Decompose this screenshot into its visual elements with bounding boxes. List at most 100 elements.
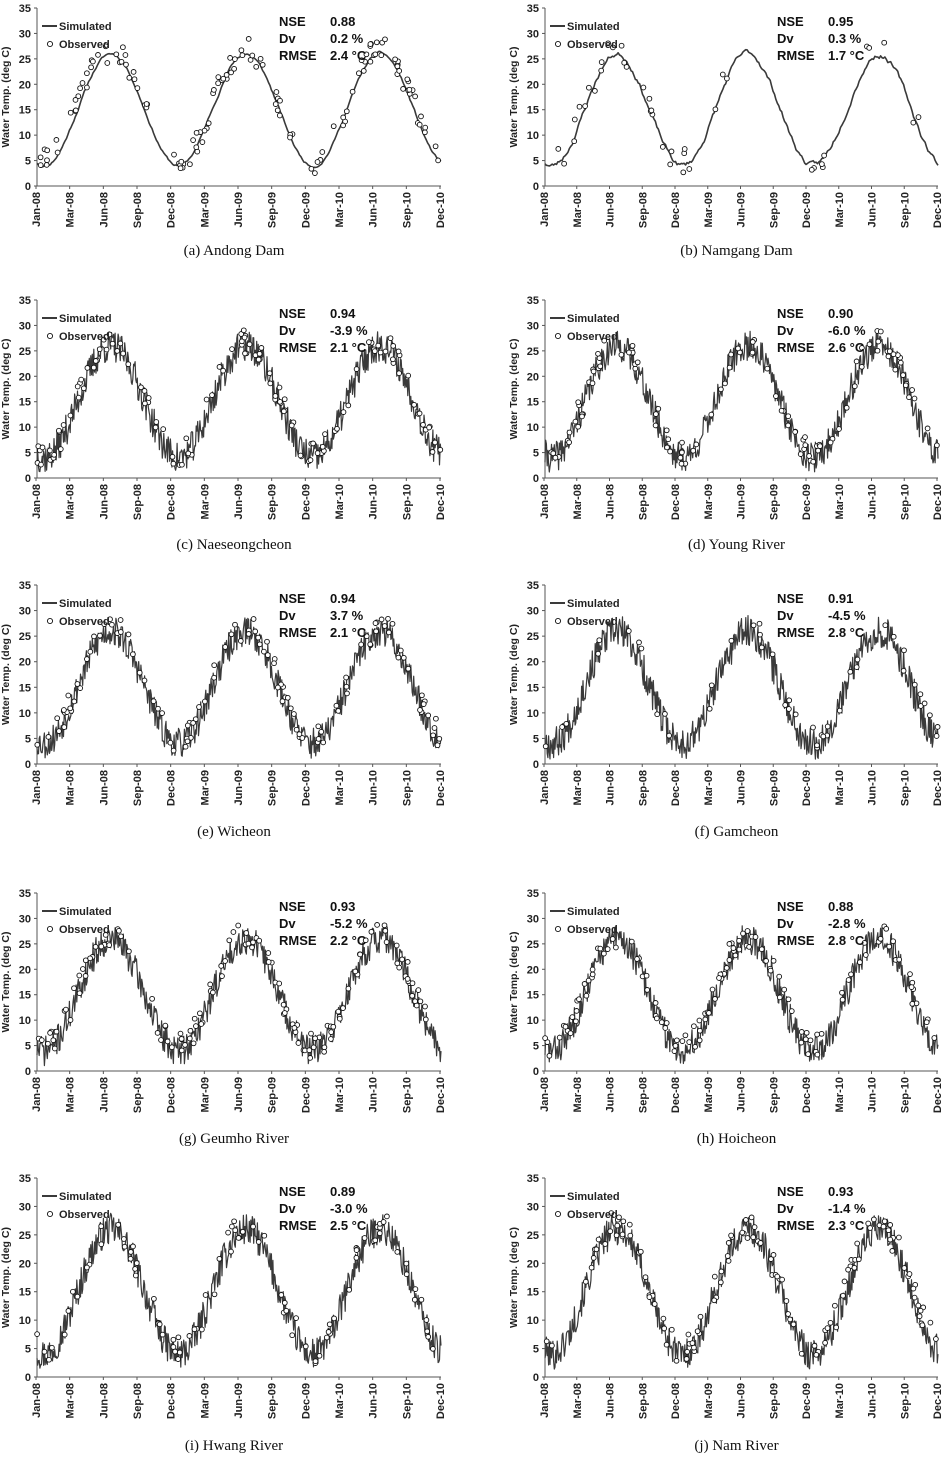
y-tick-label: 35 xyxy=(19,1173,31,1185)
y-tick-label: 25 xyxy=(527,939,539,951)
observed-point xyxy=(679,449,685,456)
observed-point xyxy=(132,1266,138,1272)
observed-point xyxy=(885,1227,892,1234)
x-tick-label: Jan-08 xyxy=(539,770,551,805)
observed-point xyxy=(130,651,136,658)
observed-point xyxy=(160,426,167,432)
chart-panel-c: 0 5 10 15 20 25 30 35 Water Temp. (deg C) Jan-08 M… xyxy=(0,295,447,553)
observed-point xyxy=(126,948,132,955)
y-tick-label: 25 xyxy=(19,346,31,358)
observed-point xyxy=(652,1000,659,1006)
observed-point xyxy=(229,346,235,352)
observed-point xyxy=(51,451,57,458)
observed-point xyxy=(252,628,259,635)
observed-point xyxy=(627,1232,634,1239)
x-tick-label: Dec-09 xyxy=(300,770,312,806)
observed-point xyxy=(395,654,402,661)
observed-point xyxy=(896,956,903,963)
observed-point xyxy=(770,957,777,964)
observed-point xyxy=(811,1342,818,1349)
x-tick-label: Sep-08 xyxy=(132,1077,144,1113)
observed-point xyxy=(853,358,860,365)
observed-point xyxy=(216,364,223,370)
observed-point xyxy=(871,1216,877,1223)
observed-point xyxy=(739,1229,746,1236)
observed-point xyxy=(196,704,202,710)
stat-label: NSE xyxy=(777,14,804,29)
legend-simulated: Simulated xyxy=(59,598,112,610)
legend-observed: Observed xyxy=(567,1209,618,1221)
observed-point xyxy=(797,451,804,457)
observed-point xyxy=(77,685,84,691)
observed-point xyxy=(640,84,647,91)
observed-point xyxy=(748,1214,755,1221)
observed-point xyxy=(418,113,424,120)
observed-point xyxy=(255,634,262,641)
observed-point xyxy=(827,1319,834,1326)
observed-point xyxy=(120,44,126,51)
observed-point xyxy=(644,987,651,993)
x-tick-label: Mar-09 xyxy=(199,770,211,805)
observed-point xyxy=(728,637,735,644)
x-tick-label: Sep-09 xyxy=(768,484,780,520)
observed-point xyxy=(70,1288,76,1295)
observed-point xyxy=(832,1302,838,1309)
observed-point xyxy=(375,342,382,349)
observed-point xyxy=(169,453,176,460)
observed-point xyxy=(836,426,842,432)
observed-point xyxy=(911,1294,918,1301)
observed-point xyxy=(833,1324,840,1331)
observed-point xyxy=(193,129,200,136)
observed-point xyxy=(340,409,347,415)
y-tick-label: 20 xyxy=(527,1258,539,1270)
observed-point xyxy=(107,616,113,623)
observed-point xyxy=(901,1265,908,1271)
observed-point xyxy=(405,372,412,379)
observed-point xyxy=(228,631,235,638)
observed-point xyxy=(84,70,90,77)
observed-point xyxy=(314,159,321,165)
observed-point xyxy=(76,972,83,979)
y-tick-label: 35 xyxy=(19,888,31,900)
y-tick-label: 30 xyxy=(527,913,539,925)
observed-point xyxy=(320,739,327,746)
observed-point xyxy=(851,1264,858,1271)
legend-marker-swatch xyxy=(46,925,54,933)
observed-point xyxy=(803,1029,810,1036)
x-tick-label: Dec-10 xyxy=(435,1383,447,1419)
x-tick-label: Dec-10 xyxy=(932,770,944,806)
y-tick-label: 20 xyxy=(19,79,31,91)
x-tick-label: Dec-10 xyxy=(435,192,447,228)
y-tick-label: 15 xyxy=(527,397,539,409)
observed-point xyxy=(330,123,337,130)
observed-point xyxy=(744,928,751,934)
observed-point xyxy=(372,51,379,58)
y-tick-label: 15 xyxy=(19,682,31,694)
observed-point xyxy=(255,1239,262,1245)
y-axis-label: Water Temp. (deg C) xyxy=(508,339,520,440)
observed-point xyxy=(134,85,141,91)
observed-point xyxy=(239,338,245,345)
observed-point xyxy=(643,972,650,979)
panel-caption: (j) Nam River xyxy=(694,1438,778,1454)
observed-point xyxy=(709,986,716,993)
y-tick-label: 25 xyxy=(527,631,539,643)
y-tick-label: 35 xyxy=(527,888,539,900)
observed-point xyxy=(321,1048,327,1055)
observed-point xyxy=(84,656,90,662)
observed-point xyxy=(726,957,733,963)
stat-label: Dv xyxy=(279,608,296,623)
observed-point xyxy=(390,343,397,349)
observed-point xyxy=(44,147,51,154)
x-tick-label: Jun-10 xyxy=(867,1383,879,1418)
y-tick-label: 0 xyxy=(25,473,31,485)
observed-point xyxy=(345,402,352,409)
observed-point xyxy=(170,747,177,754)
observed-point xyxy=(911,681,918,688)
observed-point xyxy=(798,1039,805,1046)
x-tick-label: Dec-08 xyxy=(166,1077,178,1113)
observed-point xyxy=(335,1008,342,1015)
observed-point xyxy=(319,149,326,155)
y-tick-label: 35 xyxy=(527,580,539,592)
observed-point xyxy=(190,1040,197,1047)
